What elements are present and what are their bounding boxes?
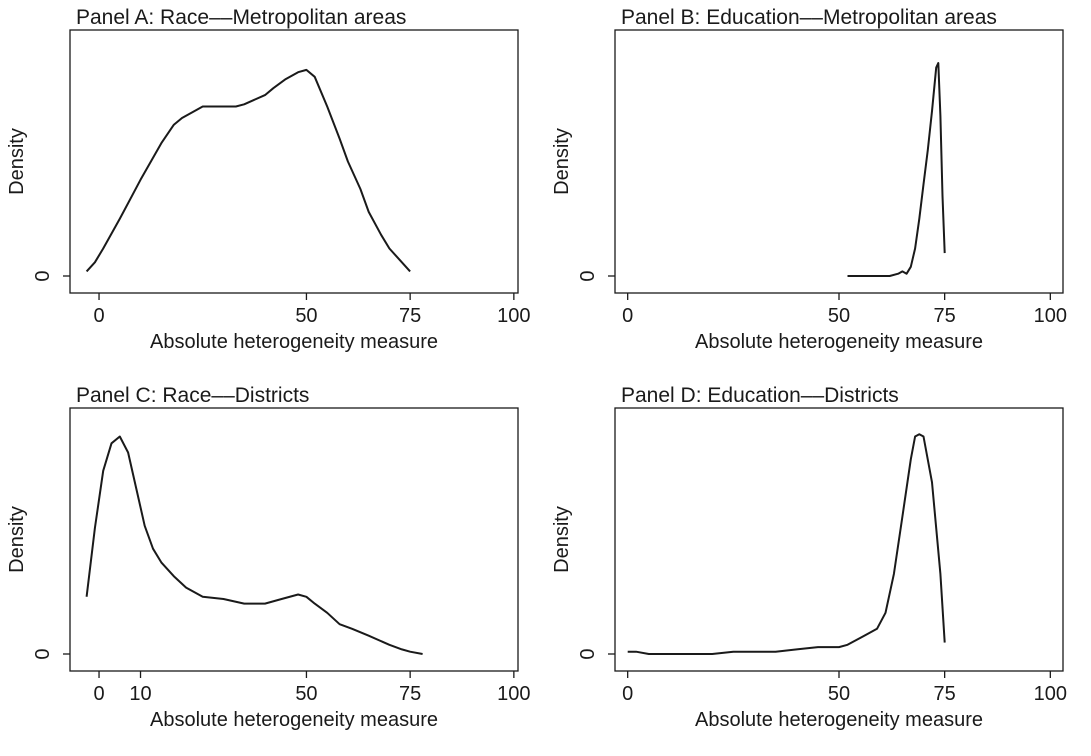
y-axis-title: Density: [551, 128, 573, 195]
x-tick-label: 100: [497, 305, 530, 327]
y-axis-title: Density: [6, 506, 28, 573]
y-axis-title: Density: [551, 506, 573, 573]
panel-c-chart: Panel C: Race––Districts 0 10 50 75 100 0 Absol…: [6, 384, 531, 731]
x-tick-label: 0: [93, 683, 104, 705]
x-tick-label: 0: [622, 683, 633, 705]
x-axis-title: Absolute heterogeneity measure: [150, 709, 438, 731]
panel-d-chart: Panel D: Education––Districts 0 50 75 100 0 Ab…: [551, 384, 1067, 731]
chart-title: Panel B: Education––Metropolitan areas: [621, 6, 997, 29]
x-tick-label: 50: [295, 305, 317, 327]
y-tick-label: 0: [577, 648, 599, 659]
y-tick-label: 0: [32, 270, 54, 281]
x-tick-label: 50: [295, 683, 317, 705]
x-tick-label: 100: [497, 683, 530, 705]
plot-area: [69, 407, 519, 672]
x-tick-label: 75: [934, 683, 956, 705]
x-tick-label: 75: [399, 305, 421, 327]
density-line: [627, 433, 946, 655]
x-tick-label: 50: [828, 305, 850, 327]
y-tick-label: 0: [577, 270, 599, 281]
density-line: [85, 435, 423, 655]
x-tick-label: 10: [129, 683, 151, 705]
x-tick-label: 100: [1034, 305, 1067, 327]
x-tick-label: 50: [828, 683, 850, 705]
x-axis-title: Absolute heterogeneity measure: [695, 709, 983, 731]
panel-a-chart: Panel A: Race––Metropolitan areas 0 50 75 10…: [6, 6, 531, 353]
x-tick-label: 0: [93, 305, 104, 327]
chart-title: Panel D: Education––Districts: [621, 384, 899, 407]
y-tick-label: 0: [32, 648, 54, 659]
chart-title: Panel A: Race––Metropolitan areas: [76, 6, 406, 29]
plot-area: [614, 407, 1064, 672]
x-tick-label: 100: [1034, 683, 1067, 705]
x-tick-label: 75: [399, 683, 421, 705]
density-line: [847, 62, 946, 277]
x-axis-title: Absolute heterogeneity measure: [695, 331, 983, 353]
plot-area: [614, 29, 1064, 294]
y-axis-title: Density: [6, 128, 28, 195]
x-tick-label: 0: [622, 305, 633, 327]
x-tick-label: 75: [934, 305, 956, 327]
chart-title: Panel C: Race––Districts: [76, 384, 309, 407]
density-line: [85, 68, 411, 273]
plot-area: [69, 29, 519, 294]
panel-b-chart: Panel B: Education––Metropolitan areas 0 5…: [551, 6, 1067, 353]
x-axis-title: Absolute heterogeneity measure: [150, 331, 438, 353]
